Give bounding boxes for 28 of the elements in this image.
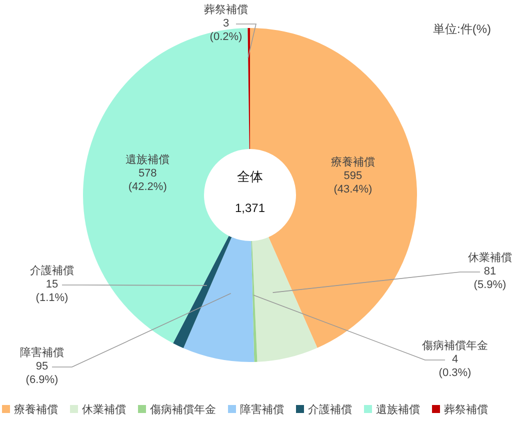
text: 単位:件(%): [433, 22, 491, 36]
data-label: 15 (1.1%): [36, 278, 68, 304]
legend-label: 葬祭補償: [444, 403, 488, 416]
slice-label: 介護補償: [30, 264, 74, 277]
legend-label: 療養補償: [14, 403, 58, 416]
legend-label: 障害補償: [240, 403, 284, 416]
donut-slice: [251, 240, 258, 362]
slice-label: 遺族補償: [126, 152, 170, 166]
legend-label: 休業補償: [82, 403, 126, 416]
slice-label: 傷病補償年金: [422, 339, 488, 352]
data-label: 595 (43.4%): [334, 170, 372, 196]
donut-slice: [183, 237, 254, 362]
data-label: 3 (0.2%): [210, 18, 242, 43]
text: 1,371: [234, 201, 266, 215]
slice-label: 障害補償: [20, 346, 64, 359]
legend-label: 遺族補償: [376, 403, 420, 416]
donut-slice: [252, 237, 318, 362]
data-label: 95 (6.9%): [26, 360, 58, 386]
slice-label: 休業補償: [468, 251, 512, 264]
data-label: 4 (0.3%): [438, 354, 472, 379]
donut-slice: [173, 236, 232, 348]
legend-label: 傷病補償年金: [150, 403, 216, 416]
data-label: 81 (5.9%): [474, 266, 506, 291]
legend-label: 介護補償: [308, 403, 352, 416]
slice-label: 葬祭補償: [204, 3, 248, 16]
data-label: 578 (42.2%): [128, 167, 167, 193]
slice-label: 療養補償: [330, 155, 375, 168]
text: 全体: [237, 169, 263, 184]
